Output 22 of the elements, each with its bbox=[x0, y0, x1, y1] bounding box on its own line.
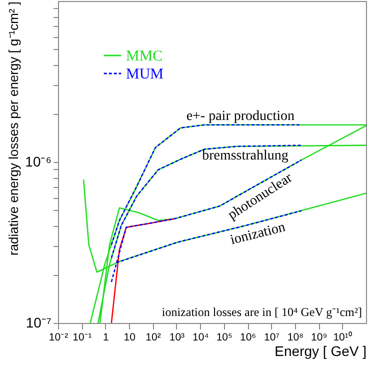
x-tick-label: 10⁻² bbox=[48, 332, 69, 344]
x-tick-label: 10² bbox=[146, 332, 162, 344]
annotation: bremsstrahlung bbox=[202, 148, 288, 164]
legend-label: MUM bbox=[126, 66, 164, 82]
annotation: e+- pair production bbox=[186, 108, 295, 124]
x-tick-label: 10³ bbox=[169, 332, 186, 344]
y-tick-label: 10⁻⁷ bbox=[26, 314, 52, 330]
y-axis-title: radiative energy losses per energy [ g⁻¹cm² ] bbox=[6, 2, 22, 256]
legend-label: MMC bbox=[126, 48, 163, 64]
x-tick-label: 1 bbox=[102, 332, 109, 344]
x-tick-label: 10⁻¹ bbox=[72, 332, 92, 344]
x-tick-label: 10⁷ bbox=[264, 332, 280, 344]
y-tick-label: 10⁻⁶ bbox=[25, 154, 52, 170]
x-tick-label: 10⁸ bbox=[287, 332, 304, 344]
x-tick-label: 10⁵ bbox=[216, 332, 232, 344]
x-tick-label: 10⁶ bbox=[240, 332, 256, 344]
x-tick-label: 10 bbox=[124, 332, 136, 344]
x-tick-label: 10¹⁰ bbox=[333, 332, 352, 344]
x-tick-label: 10⁹ bbox=[311, 332, 328, 344]
annotation: ionization losses are in [ 10⁴ GeV g⁻¹cm²] bbox=[162, 305, 362, 319]
x-tick-label: 10⁴ bbox=[192, 332, 209, 344]
x-axis-title: Energy [ GeV ] bbox=[274, 343, 366, 359]
